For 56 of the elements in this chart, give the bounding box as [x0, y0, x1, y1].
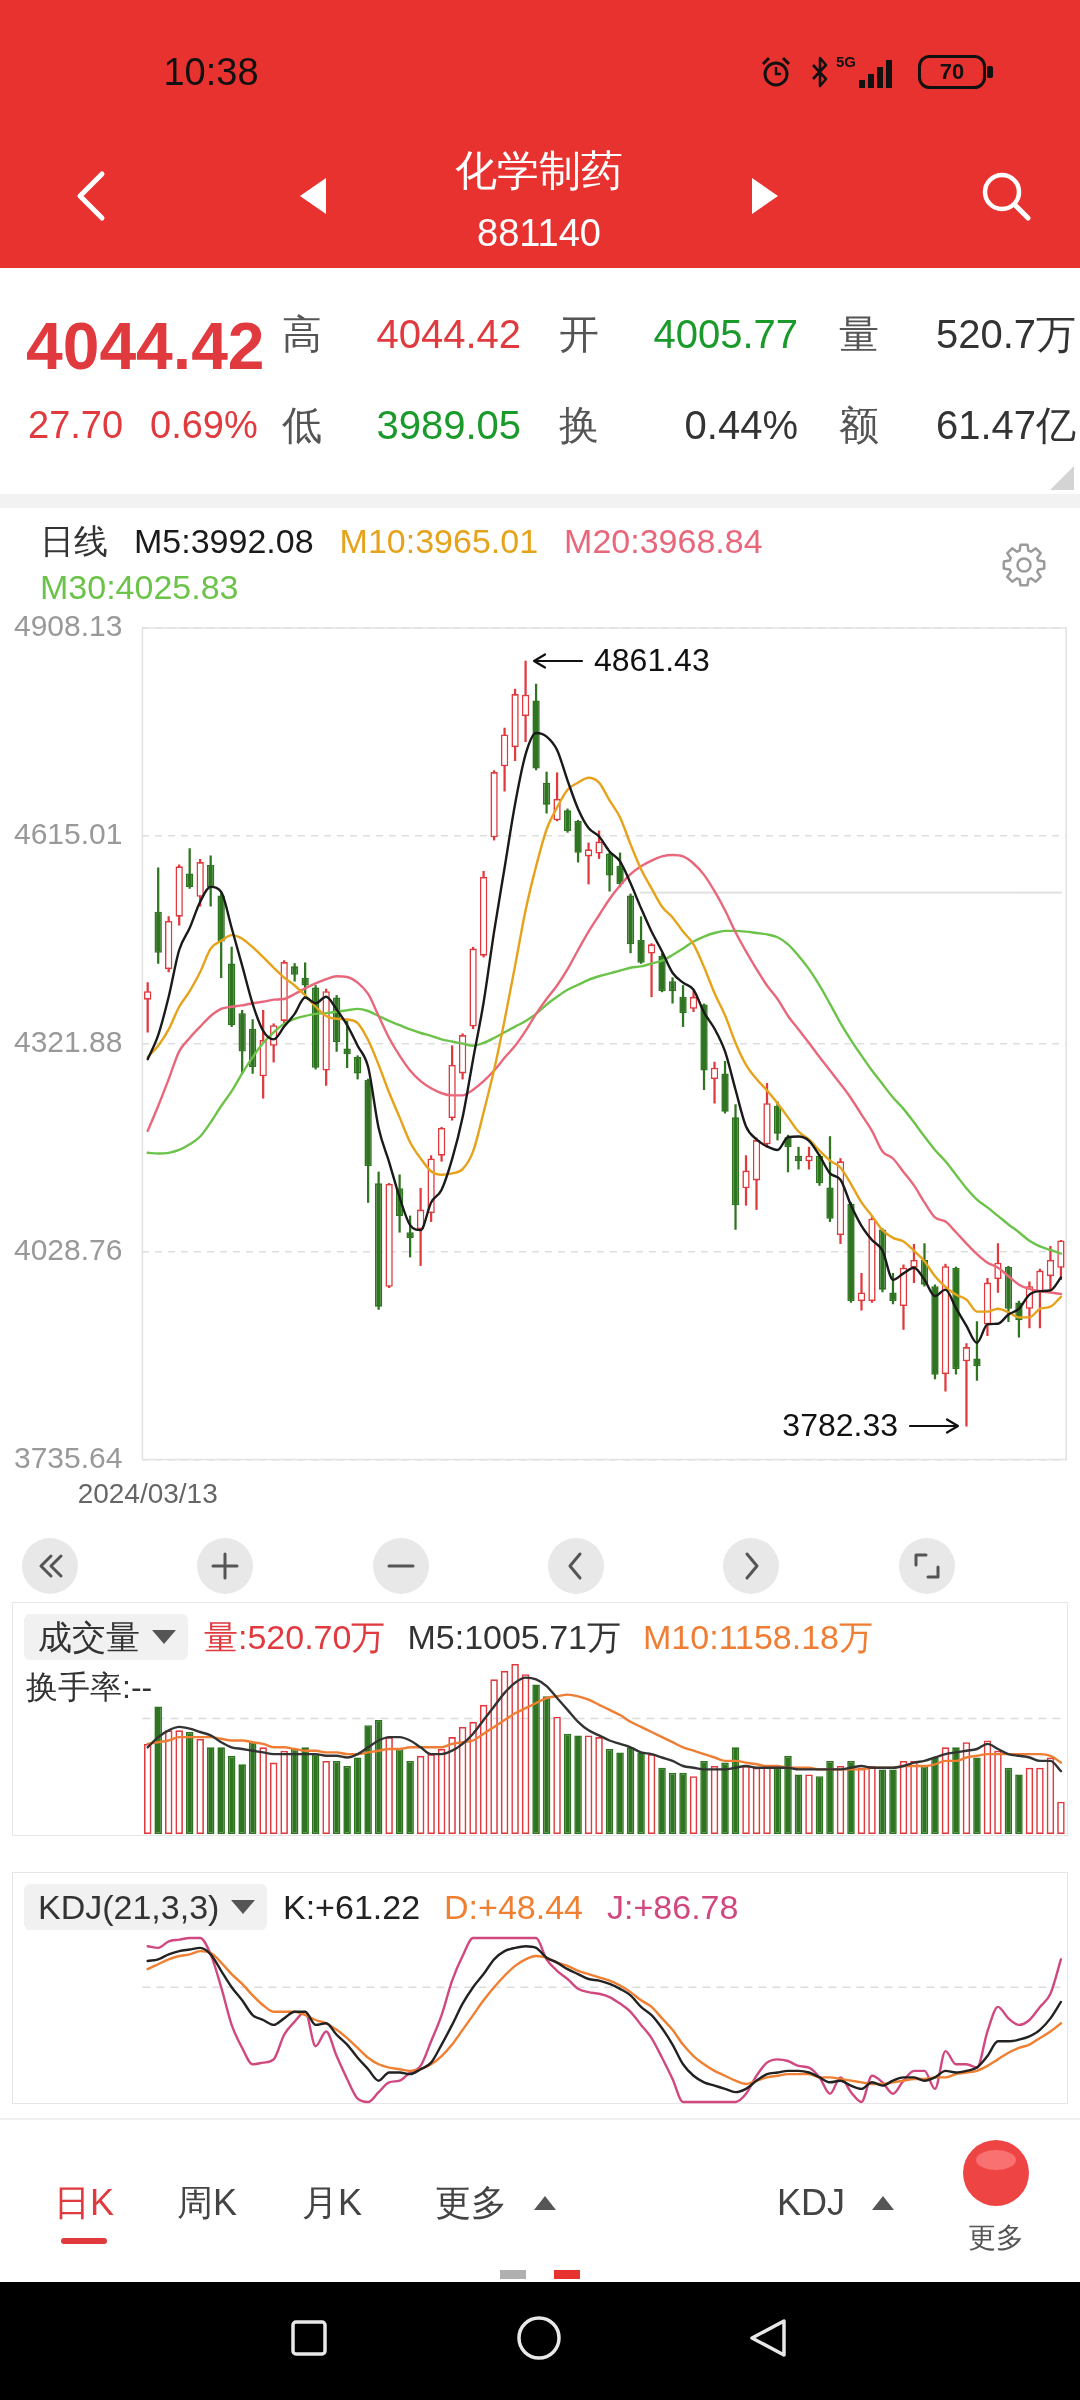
annotation: 3782.33 — [782, 1407, 898, 1445]
text: M5:3992.08 — [134, 522, 314, 561]
text: M30:4025.83 — [40, 568, 239, 607]
text: 5G — [836, 52, 857, 71]
text: M20:3968.84 — [564, 522, 763, 561]
candlestick — [794, 1146, 803, 1170]
text: 量 — [839, 311, 879, 357]
text: 0.69% — [150, 403, 258, 447]
candlestick — [416, 1187, 425, 1266]
text: 61.47亿 — [935, 402, 1076, 448]
text: 4044.42 — [26, 309, 265, 384]
annotation: 换手率:-- — [26, 1669, 153, 1706]
text: 4044.42 — [376, 311, 521, 357]
candlestick — [584, 842, 593, 885]
chart-subtitle: 881140 — [477, 211, 601, 255]
y-tick-label: 4028.76 — [14, 1232, 123, 1266]
text: 换 — [559, 402, 599, 448]
text: 4005.77 — [653, 311, 798, 357]
chart-title: 化学制药 — [455, 147, 623, 195]
annotation: 4861.43 — [594, 642, 710, 680]
x-tick-label: 2024/03/13 — [77, 1477, 218, 1509]
chart-title: 成交量 — [38, 1617, 140, 1657]
text: 70 — [939, 58, 965, 85]
text: M10:3965.01 — [339, 522, 539, 561]
text: 0.44% — [684, 402, 798, 448]
series-label: M5:1005.71万 — [407, 1618, 622, 1657]
y-tick-label: 4615.01 — [14, 817, 123, 851]
series-label: M10:1158.18万 — [643, 1618, 874, 1657]
y-tick-label: 3735.64 — [14, 1440, 123, 1474]
text: KDJ — [776, 2181, 846, 2224]
candlestick — [647, 943, 656, 998]
chart-title: KDJ(21,3,3) — [38, 1887, 220, 1927]
text: 27.70 — [28, 403, 124, 447]
candlestick — [857, 1273, 866, 1311]
y-tick-label: 4908.13 — [14, 609, 123, 643]
text: 高 — [282, 311, 322, 357]
legend-title: 日线 — [40, 522, 108, 561]
text: K:+61.22 — [283, 1888, 421, 1927]
text: 月K — [301, 2181, 363, 2224]
text: 520.7万 — [935, 311, 1076, 357]
candlestick — [710, 1061, 719, 1104]
candlestick — [962, 1343, 971, 1427]
text: 周K — [176, 2181, 238, 2224]
text: 3989.05 — [376, 402, 521, 448]
series-label: D:+48.44 — [444, 1888, 584, 1927]
y-tick-label: 4321.88 — [14, 1024, 123, 1058]
text: 日K — [53, 2181, 115, 2224]
text: 更多 — [968, 2222, 1024, 2254]
text: 10:38 — [163, 50, 259, 94]
text: 更多 — [435, 2181, 507, 2224]
text: 低 — [282, 402, 322, 448]
text: 额 — [839, 402, 879, 448]
candlestick — [521, 660, 530, 742]
text: 开 — [559, 311, 599, 357]
series-label: J:+86.78 — [607, 1888, 739, 1927]
series-label: 量:520.70万 — [204, 1618, 386, 1657]
